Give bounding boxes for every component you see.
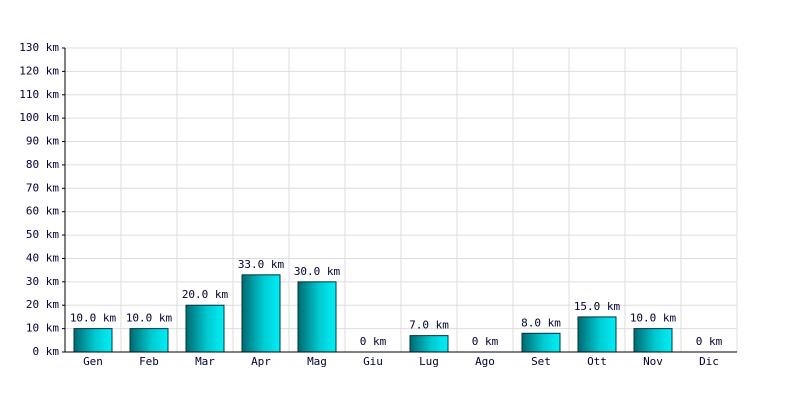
y-tick-label: 40 km [26,251,59,264]
x-tick-label: Dic [699,355,719,368]
x-tick-label: Nov [643,355,663,368]
value-label: 8.0 km [521,316,561,329]
value-label: 20.0 km [182,288,229,301]
y-tick-label: 0 km [33,345,60,358]
y-tick-label: 30 km [26,275,59,288]
y-tick-label: 110 km [19,88,59,101]
y-tick-label: 10 km [26,322,59,335]
value-label: 10.0 km [630,312,677,325]
value-label: 0 km [472,335,499,348]
bar [185,304,225,353]
x-tick-label: Feb [139,355,159,368]
y-tick-label: 80 km [26,158,59,171]
bar [241,274,281,353]
y-tick-label: 60 km [26,205,59,218]
bar [129,328,169,353]
y-tick-label: 120 km [19,64,59,77]
bar [577,316,617,353]
y-tick-label: 130 km [19,41,59,54]
x-tick-label: Lug [419,355,439,368]
value-label: 33.0 km [238,258,285,271]
bar [521,332,561,353]
value-label: 0 km [360,335,387,348]
bar [73,328,113,353]
x-tick-label: Mag [307,355,327,368]
y-tick-label: 100 km [19,111,59,124]
bar [633,328,673,353]
x-tick-label: Apr [251,355,271,368]
value-label: 0 km [696,335,723,348]
x-tick-label: Set [531,355,551,368]
value-label: 30.0 km [294,265,341,278]
bar [409,335,449,353]
bar [297,281,337,353]
y-tick-label: 20 km [26,298,59,311]
value-label: 10.0 km [70,312,117,325]
x-tick-label: Mar [195,355,215,368]
value-label: 7.0 km [409,319,449,332]
value-label: 15.0 km [574,300,621,313]
x-tick-label: Ago [475,355,495,368]
x-tick-label: Giu [363,355,383,368]
y-tick-label: 70 km [26,181,59,194]
x-tick-label: Ott [587,355,607,368]
x-tick-label: Gen [83,355,103,368]
value-label: 10.0 km [126,312,173,325]
y-tick-label: 90 km [26,135,59,148]
y-tick-label: 50 km [26,228,59,241]
